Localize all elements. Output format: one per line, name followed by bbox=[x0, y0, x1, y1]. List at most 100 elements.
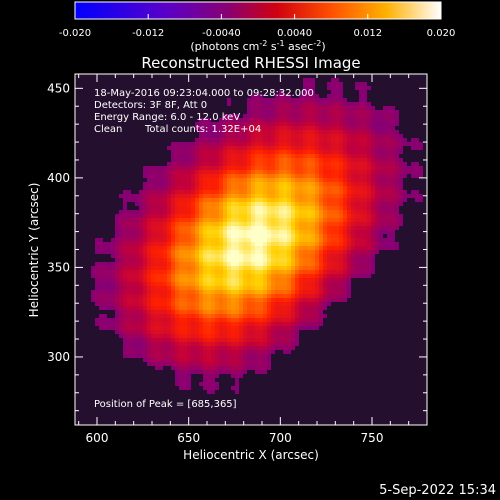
heatmap-cell bbox=[283, 186, 287, 190]
heatmap-cell bbox=[211, 270, 215, 274]
heatmap-cell bbox=[187, 282, 191, 286]
heatmap-cell bbox=[287, 102, 291, 106]
heatmap-cell bbox=[107, 246, 111, 250]
heatmap-cell bbox=[275, 318, 279, 322]
heatmap-cell bbox=[379, 234, 383, 238]
heatmap-cell bbox=[211, 230, 215, 234]
heatmap-cell bbox=[279, 142, 283, 146]
heatmap-cell bbox=[207, 214, 211, 218]
heatmap-cell bbox=[347, 250, 351, 254]
heatmap-cell bbox=[183, 310, 187, 314]
heatmap-cell bbox=[183, 302, 187, 306]
heatmap-cell bbox=[227, 166, 231, 170]
heatmap-cell bbox=[359, 142, 363, 146]
heatmap-cell bbox=[291, 262, 295, 266]
heatmap-cell bbox=[415, 194, 419, 198]
heatmap-cell bbox=[307, 290, 311, 294]
heatmap-cell bbox=[391, 118, 395, 122]
heatmap-cell bbox=[219, 158, 223, 162]
heatmap-cell bbox=[291, 266, 295, 270]
heatmap-cell bbox=[279, 154, 283, 158]
heatmap-cell bbox=[207, 150, 211, 154]
heatmap-cell bbox=[95, 282, 99, 286]
heatmap-cell bbox=[347, 122, 351, 126]
heatmap-cell bbox=[295, 310, 299, 314]
heatmap-cell bbox=[215, 278, 219, 282]
heatmap-cell bbox=[367, 250, 371, 254]
heatmap-cell bbox=[299, 134, 303, 138]
heatmap-cell bbox=[243, 130, 247, 134]
heatmap-cell bbox=[239, 358, 243, 362]
heatmap-cell bbox=[375, 170, 379, 174]
heatmap-cell bbox=[203, 298, 207, 302]
heatmap-cell bbox=[243, 334, 247, 338]
heatmap-cell bbox=[207, 178, 211, 182]
heatmap-cell bbox=[159, 250, 163, 254]
heatmap-cell bbox=[251, 110, 255, 114]
heatmap-cell bbox=[319, 282, 323, 286]
heatmap-cell bbox=[315, 322, 319, 326]
heatmap-cell bbox=[183, 342, 187, 346]
heatmap-cell bbox=[235, 370, 239, 374]
heatmap-cell bbox=[283, 322, 287, 326]
heatmap-cell bbox=[227, 158, 231, 162]
colorbar-tick-label: -0.012 bbox=[132, 28, 164, 39]
heatmap-cell bbox=[283, 142, 287, 146]
heatmap-cell bbox=[347, 134, 351, 138]
heatmap-cell bbox=[107, 326, 111, 330]
heatmap-cell bbox=[167, 206, 171, 210]
heatmap-cell bbox=[239, 366, 243, 370]
heatmap-cell bbox=[311, 198, 315, 202]
heatmap-cell bbox=[127, 338, 131, 342]
heatmap-cell bbox=[263, 338, 267, 342]
heatmap-cell bbox=[315, 326, 319, 330]
heatmap-cell bbox=[167, 194, 171, 198]
heatmap-cell bbox=[175, 158, 179, 162]
heatmap-cell bbox=[183, 330, 187, 334]
heatmap-cell bbox=[127, 258, 131, 262]
heatmap-cell bbox=[307, 90, 311, 94]
heatmap-cell bbox=[279, 150, 283, 154]
heatmap-cell bbox=[207, 190, 211, 194]
heatmap-cell bbox=[147, 202, 151, 206]
heatmap-cell bbox=[151, 254, 155, 258]
heatmap-cell bbox=[215, 366, 219, 370]
heatmap-cell bbox=[263, 358, 267, 362]
heatmap-cell bbox=[315, 138, 319, 142]
heatmap-cell bbox=[287, 342, 291, 346]
heatmap-cell bbox=[331, 250, 335, 254]
heatmap-cell bbox=[199, 338, 203, 342]
heatmap-cell bbox=[247, 186, 251, 190]
heatmap-cell bbox=[239, 146, 243, 150]
heatmap-cell bbox=[359, 246, 363, 250]
heatmap-cell bbox=[271, 282, 275, 286]
heatmap-cell bbox=[403, 190, 407, 194]
heatmap-cell bbox=[167, 250, 171, 254]
heatmap-cell bbox=[171, 270, 175, 274]
heatmap-cell bbox=[251, 234, 255, 238]
heatmap-cell bbox=[267, 234, 271, 238]
heatmap-cell bbox=[263, 262, 267, 266]
heatmap-cell bbox=[359, 258, 363, 262]
heatmap-cell bbox=[263, 330, 267, 334]
heatmap-cell bbox=[175, 338, 179, 342]
heatmap-cell bbox=[271, 334, 275, 338]
heatmap-cell bbox=[303, 250, 307, 254]
heatmap-cell bbox=[375, 230, 379, 234]
heatmap-cell bbox=[299, 174, 303, 178]
heatmap-cell bbox=[339, 294, 343, 298]
heatmap-cell bbox=[307, 214, 311, 218]
heatmap-cell bbox=[267, 354, 271, 358]
heatmap-cell bbox=[207, 314, 211, 318]
heatmap-cell bbox=[319, 310, 323, 314]
heatmap-cell bbox=[367, 258, 371, 262]
heatmap-cell bbox=[335, 298, 339, 302]
heatmap-cell bbox=[239, 238, 243, 242]
heatmap-cell bbox=[259, 250, 263, 254]
heatmap-cell bbox=[359, 238, 363, 242]
heatmap-cell bbox=[223, 194, 227, 198]
heatmap-cell bbox=[219, 286, 223, 290]
heatmap-cell bbox=[211, 294, 215, 298]
heatmap-cell bbox=[187, 266, 191, 270]
heatmap-cell bbox=[171, 294, 175, 298]
